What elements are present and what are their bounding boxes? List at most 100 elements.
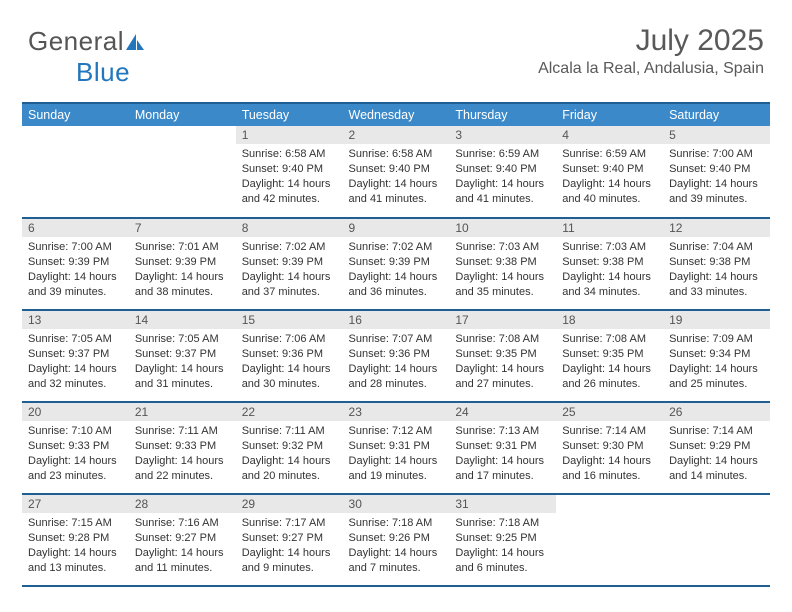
- day-number: 27: [22, 495, 129, 513]
- day-number: 23: [343, 403, 450, 421]
- calendar-day-cell: 13Sunrise: 7:05 AMSunset: 9:37 PMDayligh…: [22, 310, 129, 402]
- day-number: 4: [556, 126, 663, 144]
- day-number: 8: [236, 219, 343, 237]
- day-details: Sunrise: 7:03 AMSunset: 9:38 PMDaylight:…: [449, 237, 556, 302]
- daylight-line2: and 27 minutes.: [455, 377, 550, 392]
- sunset-text: Sunset: 9:32 PM: [242, 439, 337, 454]
- calendar-table: SundayMondayTuesdayWednesdayThursdayFrid…: [22, 102, 770, 587]
- day-details: Sunrise: 7:14 AMSunset: 9:29 PMDaylight:…: [663, 421, 770, 486]
- sunrise-text: Sunrise: 7:00 AM: [28, 240, 123, 255]
- sunset-text: Sunset: 9:39 PM: [349, 255, 444, 270]
- day-details: Sunrise: 7:07 AMSunset: 9:36 PMDaylight:…: [343, 329, 450, 394]
- daylight-line2: and 30 minutes.: [242, 377, 337, 392]
- sunset-text: Sunset: 9:39 PM: [28, 255, 123, 270]
- daylight-line2: and 9 minutes.: [242, 561, 337, 576]
- sunset-text: Sunset: 9:29 PM: [669, 439, 764, 454]
- weekday-header: Saturday: [663, 103, 770, 126]
- weekday-header: Wednesday: [343, 103, 450, 126]
- sunrise-text: Sunrise: 7:14 AM: [669, 424, 764, 439]
- day-details: Sunrise: 6:59 AMSunset: 9:40 PMDaylight:…: [556, 144, 663, 209]
- day-details: Sunrise: 7:16 AMSunset: 9:27 PMDaylight:…: [129, 513, 236, 578]
- sunset-text: Sunset: 9:36 PM: [349, 347, 444, 362]
- day-number: 3: [449, 126, 556, 144]
- daylight-line1: Daylight: 14 hours: [349, 454, 444, 469]
- daylight-line2: and 35 minutes.: [455, 285, 550, 300]
- calendar-day-cell: 25Sunrise: 7:14 AMSunset: 9:30 PMDayligh…: [556, 402, 663, 494]
- sunrise-text: Sunrise: 7:14 AM: [562, 424, 657, 439]
- day-details: Sunrise: 7:01 AMSunset: 9:39 PMDaylight:…: [129, 237, 236, 302]
- day-details: Sunrise: 7:08 AMSunset: 9:35 PMDaylight:…: [556, 329, 663, 394]
- calendar-day-cell: 3Sunrise: 6:59 AMSunset: 9:40 PMDaylight…: [449, 126, 556, 218]
- sunset-text: Sunset: 9:33 PM: [28, 439, 123, 454]
- sunrise-text: Sunrise: 7:18 AM: [455, 516, 550, 531]
- day-details: Sunrise: 7:14 AMSunset: 9:30 PMDaylight:…: [556, 421, 663, 486]
- sunset-text: Sunset: 9:40 PM: [349, 162, 444, 177]
- sunrise-text: Sunrise: 7:18 AM: [349, 516, 444, 531]
- daylight-line2: and 42 minutes.: [242, 192, 337, 207]
- weekday-header: Monday: [129, 103, 236, 126]
- day-details: Sunrise: 7:18 AMSunset: 9:26 PMDaylight:…: [343, 513, 450, 578]
- calendar-day-cell: 11Sunrise: 7:03 AMSunset: 9:38 PMDayligh…: [556, 218, 663, 310]
- daylight-line1: Daylight: 14 hours: [455, 546, 550, 561]
- daylight-line1: Daylight: 14 hours: [28, 270, 123, 285]
- calendar-day-cell: 7Sunrise: 7:01 AMSunset: 9:39 PMDaylight…: [129, 218, 236, 310]
- day-number: 2: [343, 126, 450, 144]
- daylight-line2: and 34 minutes.: [562, 285, 657, 300]
- day-number: 30: [343, 495, 450, 513]
- sunrise-text: Sunrise: 7:13 AM: [455, 424, 550, 439]
- calendar-day-cell: 14Sunrise: 7:05 AMSunset: 9:37 PMDayligh…: [129, 310, 236, 402]
- sunset-text: Sunset: 9:40 PM: [242, 162, 337, 177]
- daylight-line2: and 6 minutes.: [455, 561, 550, 576]
- day-details: Sunrise: 7:03 AMSunset: 9:38 PMDaylight:…: [556, 237, 663, 302]
- day-number: 28: [129, 495, 236, 513]
- sunset-text: Sunset: 9:38 PM: [455, 255, 550, 270]
- sunset-text: Sunset: 9:39 PM: [135, 255, 230, 270]
- day-number: 13: [22, 311, 129, 329]
- sunrise-text: Sunrise: 7:02 AM: [242, 240, 337, 255]
- calendar-day-cell: 8Sunrise: 7:02 AMSunset: 9:39 PMDaylight…: [236, 218, 343, 310]
- calendar-day-cell: 23Sunrise: 7:12 AMSunset: 9:31 PMDayligh…: [343, 402, 450, 494]
- calendar-week-row: 20Sunrise: 7:10 AMSunset: 9:33 PMDayligh…: [22, 402, 770, 494]
- sunset-text: Sunset: 9:25 PM: [455, 531, 550, 546]
- daylight-line1: Daylight: 14 hours: [28, 362, 123, 377]
- sunset-text: Sunset: 9:31 PM: [455, 439, 550, 454]
- calendar-day-cell: 17Sunrise: 7:08 AMSunset: 9:35 PMDayligh…: [449, 310, 556, 402]
- day-details: Sunrise: 7:02 AMSunset: 9:39 PMDaylight:…: [236, 237, 343, 302]
- sunrise-text: Sunrise: 6:59 AM: [455, 147, 550, 162]
- daylight-line1: Daylight: 14 hours: [135, 362, 230, 377]
- brand-right: Blue: [76, 57, 130, 87]
- calendar-empty-cell: .: [22, 126, 129, 218]
- daylight-line2: and 13 minutes.: [28, 561, 123, 576]
- calendar-day-cell: 10Sunrise: 7:03 AMSunset: 9:38 PMDayligh…: [449, 218, 556, 310]
- daylight-line2: and 19 minutes.: [349, 469, 444, 484]
- daylight-line1: Daylight: 14 hours: [669, 454, 764, 469]
- sunset-text: Sunset: 9:37 PM: [135, 347, 230, 362]
- daylight-line2: and 17 minutes.: [455, 469, 550, 484]
- daylight-line2: and 26 minutes.: [562, 377, 657, 392]
- sunrise-text: Sunrise: 7:01 AM: [135, 240, 230, 255]
- day-details: Sunrise: 7:02 AMSunset: 9:39 PMDaylight:…: [343, 237, 450, 302]
- day-number: 12: [663, 219, 770, 237]
- daylight-line1: Daylight: 14 hours: [242, 177, 337, 192]
- day-details: Sunrise: 7:17 AMSunset: 9:27 PMDaylight:…: [236, 513, 343, 578]
- calendar-week-row: 6Sunrise: 7:00 AMSunset: 9:39 PMDaylight…: [22, 218, 770, 310]
- daylight-line2: and 38 minutes.: [135, 285, 230, 300]
- sunrise-text: Sunrise: 6:58 AM: [349, 147, 444, 162]
- daylight-line2: and 7 minutes.: [349, 561, 444, 576]
- month-title: July 2025: [538, 24, 764, 58]
- daylight-line1: Daylight: 14 hours: [242, 546, 337, 561]
- sunrise-text: Sunrise: 7:17 AM: [242, 516, 337, 531]
- sunrise-text: Sunrise: 7:00 AM: [669, 147, 764, 162]
- sunrise-text: Sunrise: 7:10 AM: [28, 424, 123, 439]
- calendar-day-cell: 18Sunrise: 7:08 AMSunset: 9:35 PMDayligh…: [556, 310, 663, 402]
- day-details: Sunrise: 7:04 AMSunset: 9:38 PMDaylight:…: [663, 237, 770, 302]
- sunrise-text: Sunrise: 6:58 AM: [242, 147, 337, 162]
- day-details: Sunrise: 6:58 AMSunset: 9:40 PMDaylight:…: [236, 144, 343, 209]
- calendar-empty-cell: .: [663, 494, 770, 586]
- day-number: 1: [236, 126, 343, 144]
- calendar-day-cell: 24Sunrise: 7:13 AMSunset: 9:31 PMDayligh…: [449, 402, 556, 494]
- daylight-line2: and 23 minutes.: [28, 469, 123, 484]
- sunrise-text: Sunrise: 7:03 AM: [562, 240, 657, 255]
- daylight-line1: Daylight: 14 hours: [242, 362, 337, 377]
- weekday-header: Friday: [556, 103, 663, 126]
